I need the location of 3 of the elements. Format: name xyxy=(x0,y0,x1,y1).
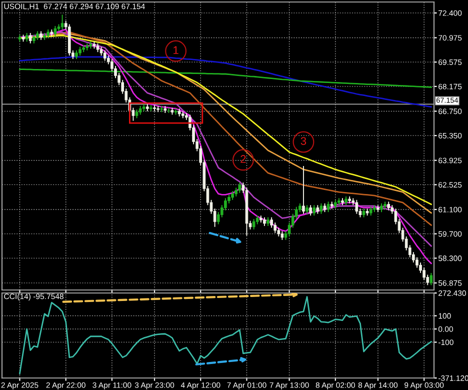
annotation: 3 xyxy=(300,137,306,145)
annotation: 1 xyxy=(174,46,178,54)
annotation: 2 xyxy=(240,155,246,163)
